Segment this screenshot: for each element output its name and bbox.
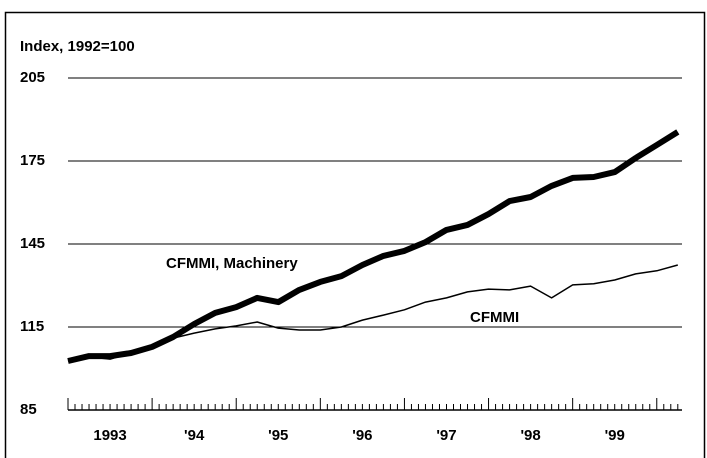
- series-label: CFMMI, Machinery: [166, 255, 298, 272]
- x-tick-label: '94: [184, 427, 205, 444]
- x-tick-label: '98: [520, 427, 540, 444]
- x-tick-label: 1993: [93, 427, 126, 444]
- y-axis-label: Index, 1992=100: [20, 38, 135, 55]
- x-tick-label: '97: [436, 427, 456, 444]
- y-tick-label: 205: [20, 69, 45, 86]
- y-tick-label: 115: [20, 318, 44, 335]
- data-line: [67, 264, 678, 362]
- y-tick-label: 85: [20, 401, 37, 418]
- x-tick-label: '99: [605, 427, 625, 444]
- x-tick-label: '96: [352, 427, 372, 444]
- series-label: CFMMI: [470, 309, 519, 326]
- frame: [4, 11, 706, 458]
- y-tick-label: 175: [20, 152, 45, 169]
- x-tick-label: '95: [268, 427, 288, 444]
- y-tick-label: 145: [20, 235, 45, 252]
